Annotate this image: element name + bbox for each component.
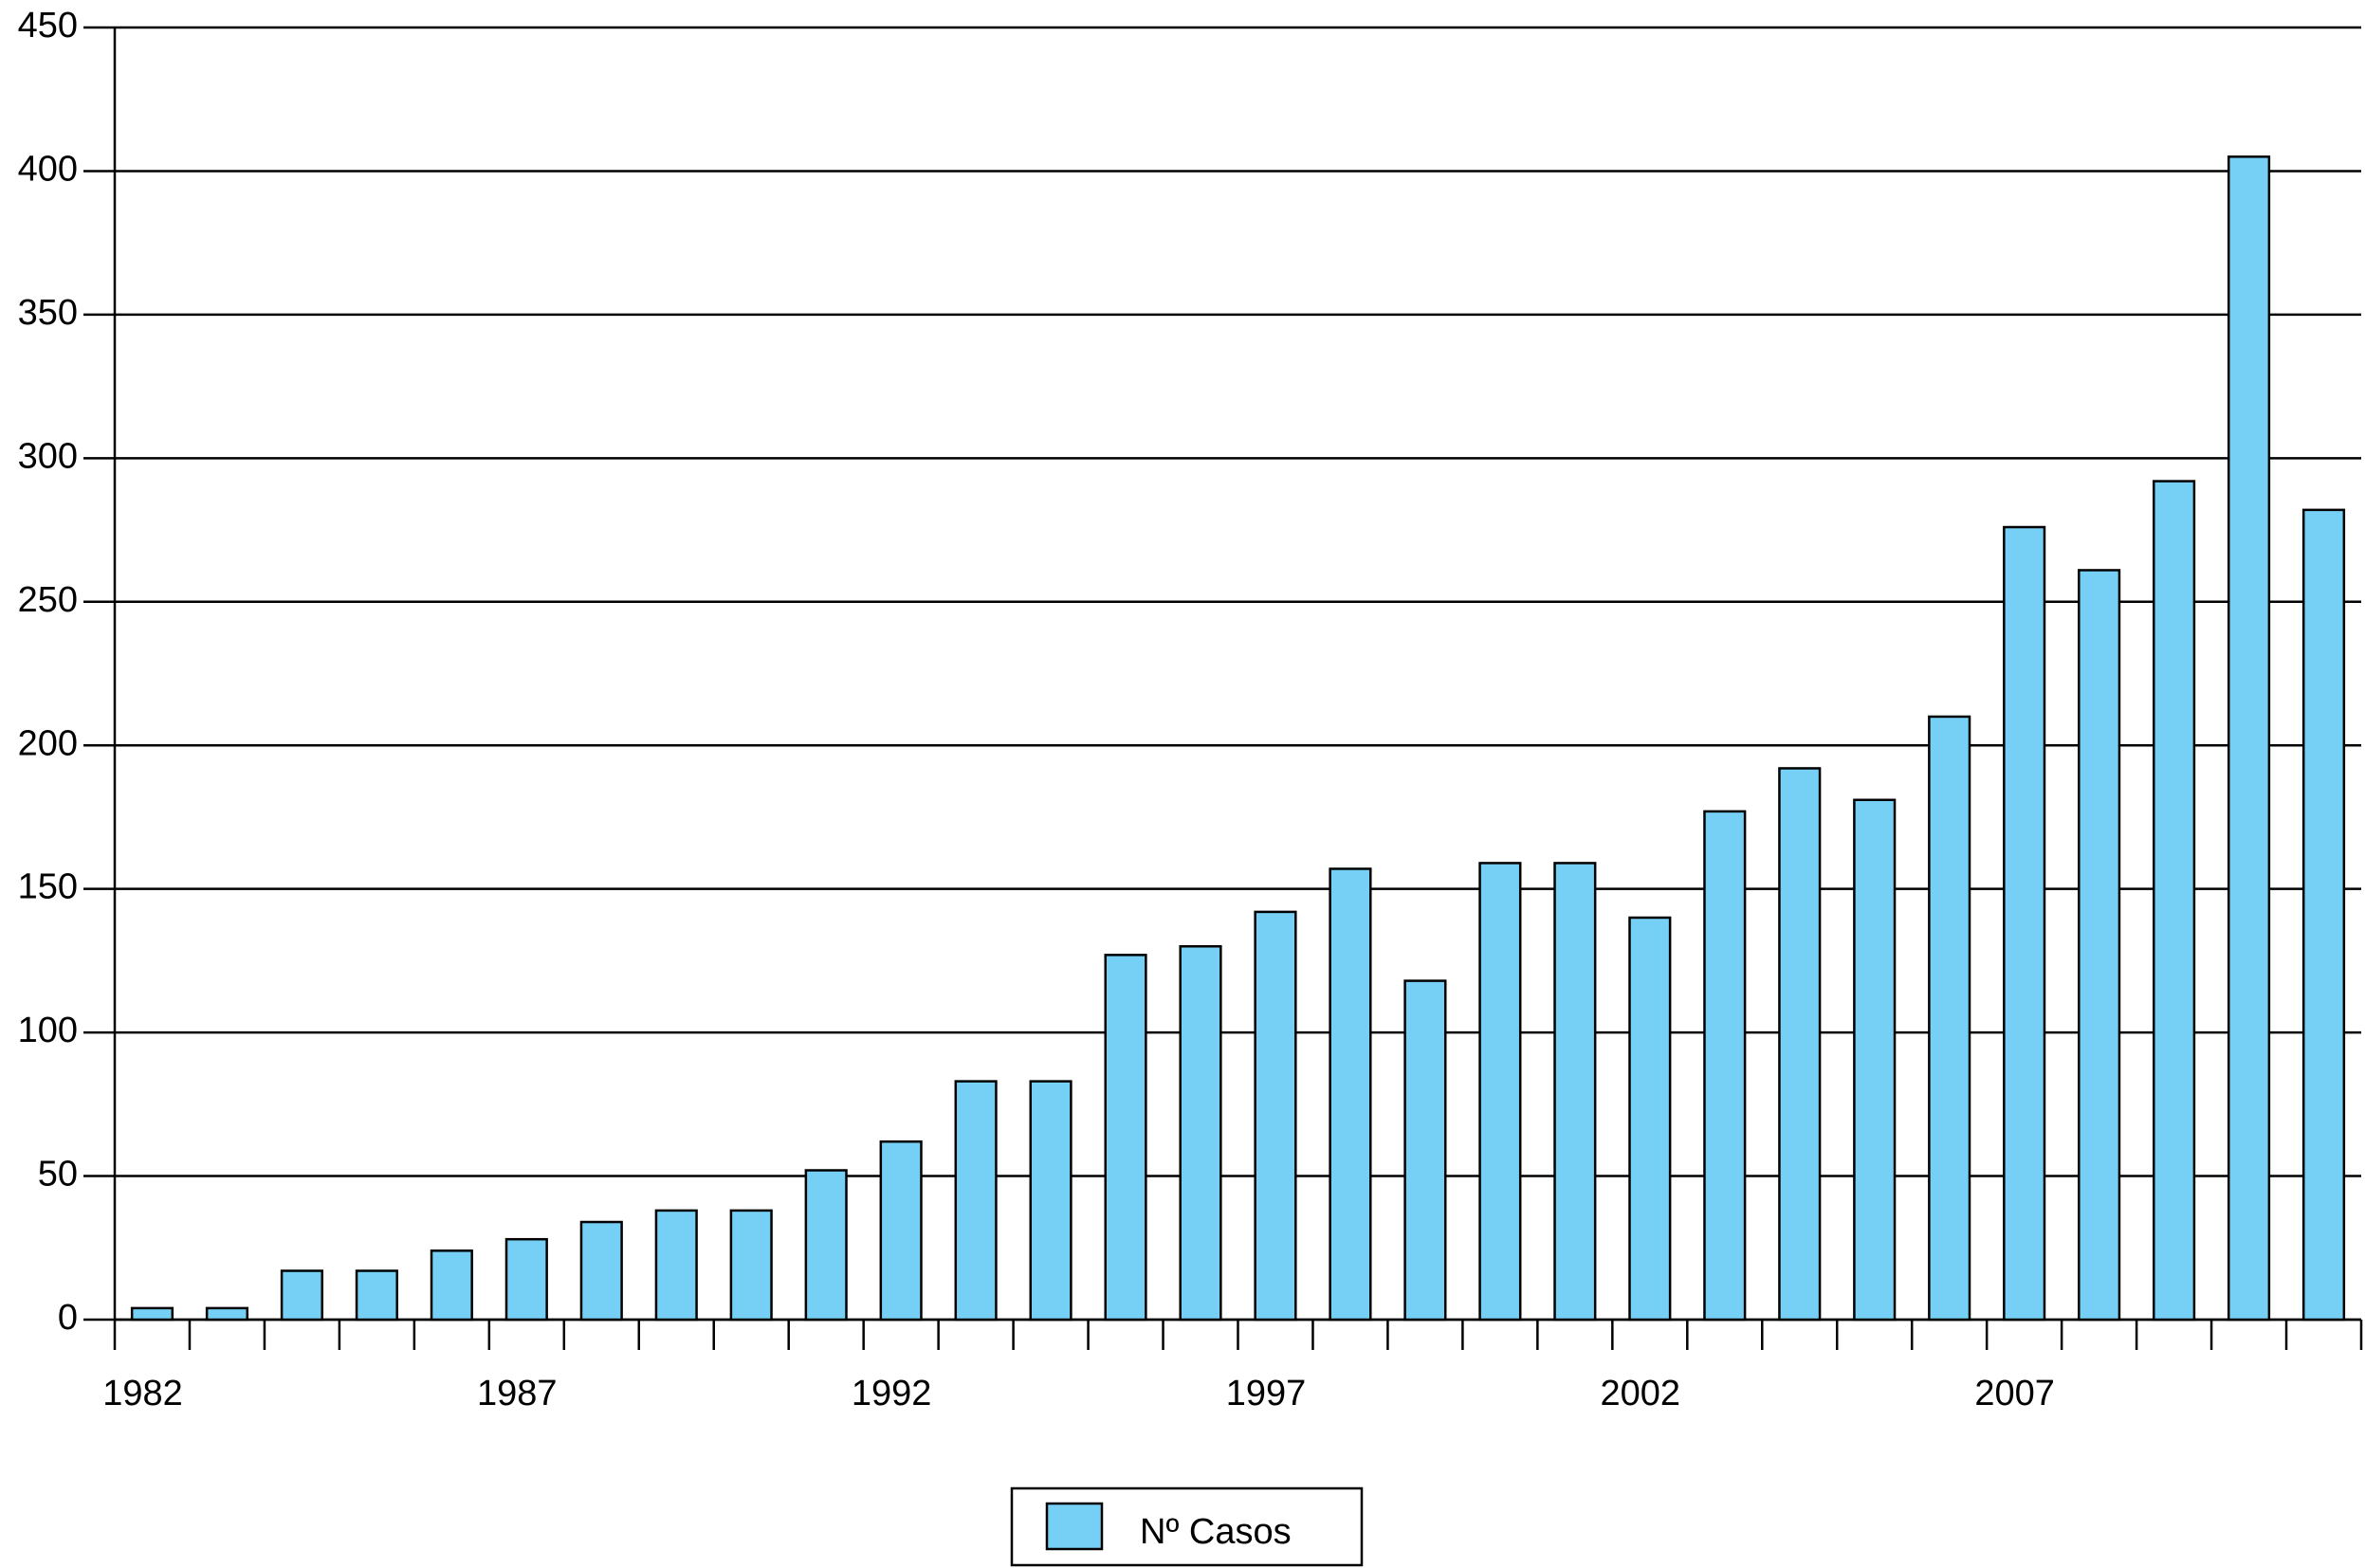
bar xyxy=(1778,767,1822,1322)
legend-swatch xyxy=(1045,1502,1104,1551)
bar xyxy=(2078,569,2121,1322)
bar xyxy=(1179,944,1222,1322)
bar xyxy=(1553,862,1597,1322)
bar xyxy=(1329,867,1372,1322)
legend-label: Nº Casos xyxy=(1140,1512,1292,1552)
bar xyxy=(1104,954,1147,1322)
bar xyxy=(1478,862,1522,1322)
x-tick-label: 2002 xyxy=(1601,1374,1681,1413)
bar xyxy=(1403,979,1447,1322)
bar xyxy=(879,1140,923,1322)
bar xyxy=(804,1169,848,1322)
bar xyxy=(355,1269,398,1322)
y-tick-label: 150 xyxy=(18,867,78,907)
y-tick-label: 350 xyxy=(18,293,78,333)
y-tick-label: 100 xyxy=(18,1011,78,1050)
y-tick-label: 0 xyxy=(58,1298,78,1338)
x-tick-label: 2007 xyxy=(1974,1374,2055,1413)
y-tick-label: 50 xyxy=(38,1155,78,1194)
bar xyxy=(2003,525,2046,1322)
bar xyxy=(2227,155,2271,1322)
bar xyxy=(2301,508,2346,1322)
bar xyxy=(1853,798,1897,1322)
bar xyxy=(729,1209,773,1322)
bar xyxy=(1029,1080,1072,1322)
x-tick-label: 1997 xyxy=(1226,1374,1307,1413)
bar xyxy=(1928,715,1971,1322)
y-tick-label: 450 xyxy=(18,6,78,46)
x-tick-label: 1982 xyxy=(102,1374,183,1413)
bar xyxy=(2153,480,2196,1322)
y-tick-label: 200 xyxy=(18,723,78,763)
bar xyxy=(954,1080,998,1322)
y-tick-label: 300 xyxy=(18,436,78,476)
y-tick-label: 250 xyxy=(18,580,78,620)
bar xyxy=(130,1306,174,1322)
bar xyxy=(504,1237,548,1322)
bar xyxy=(654,1209,698,1322)
bar xyxy=(1703,810,1747,1322)
bar xyxy=(430,1249,473,1322)
bar xyxy=(1254,910,1297,1322)
bar xyxy=(280,1269,323,1322)
y-tick-label: 400 xyxy=(18,149,78,189)
bar xyxy=(579,1220,623,1322)
bar xyxy=(1628,916,1672,1322)
x-tick-label: 1987 xyxy=(477,1374,558,1413)
bar xyxy=(205,1306,249,1322)
x-tick-label: 1992 xyxy=(852,1374,932,1413)
